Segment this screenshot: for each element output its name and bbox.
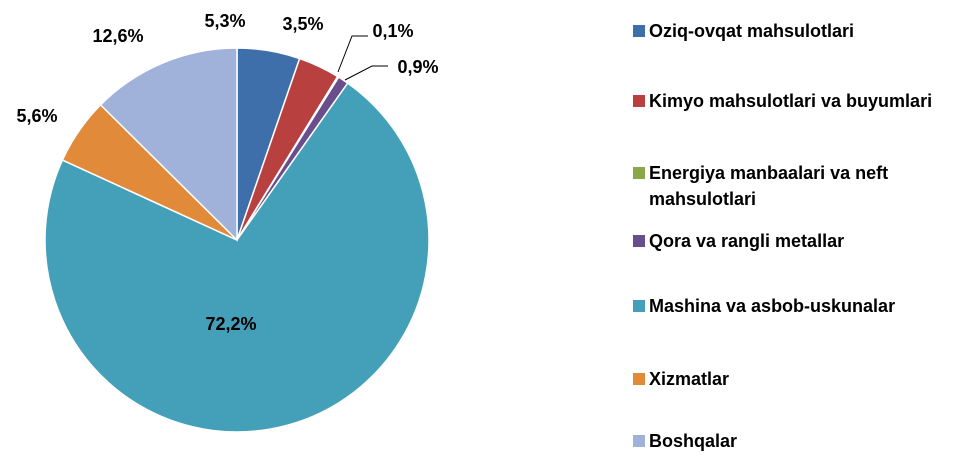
data-label: 72,2% <box>205 314 256 334</box>
data-label: 5,6% <box>16 106 57 126</box>
leader-line <box>344 65 388 81</box>
legend-swatch <box>633 300 645 312</box>
legend-entry: Energiya manbaalari va neft mahsulotlari <box>633 160 973 212</box>
pie-slice <box>99 47 238 242</box>
legend-swatch <box>633 373 645 385</box>
legend-label: Mashina va asbob-uskunalar <box>649 296 896 316</box>
legend-swatch <box>633 167 645 179</box>
data-label: 12,6% <box>92 26 143 46</box>
data-label: 5,3% <box>204 11 245 31</box>
data-label: 0,9% <box>397 57 438 77</box>
chart: 5,3% 3,5% 0,1% 0,9% 72,2% 5,6% 12,6% <box>16 11 439 433</box>
legend-entry: Boshqalar <box>633 428 973 454</box>
legend-label: Boshqalar <box>649 431 738 451</box>
legend-entry: Oziq-ovqat mahsulotlari <box>633 18 973 44</box>
data-label: 0,1% <box>372 21 413 41</box>
legend-label: Oziq-ovqat mahsulotlari <box>649 21 855 41</box>
legend-swatch <box>633 235 645 247</box>
legend-entry: Kimyo mahsulotlari va buyumlari <box>633 88 973 114</box>
legend-label: Kimyo mahsulotlari va buyumlari <box>649 91 933 111</box>
pie-slice <box>44 82 430 433</box>
legend-entry: Xizmatlar <box>633 366 973 392</box>
legend-swatch <box>633 95 645 107</box>
legend-label: Qora va rangli metallar <box>649 231 845 251</box>
legend-swatch <box>633 25 645 37</box>
legend-swatch <box>633 435 645 447</box>
legend-entry: Qora va rangli metallar <box>633 228 973 254</box>
legend-label: Energiya manbaalari va neft mahsulotlari <box>649 163 889 209</box>
data-label: 3,5% <box>282 14 323 34</box>
legend-label: Xizmatlar <box>649 369 730 389</box>
leader-line <box>337 35 368 73</box>
legend-entry: Mashina va asbob-uskunalar <box>633 293 973 319</box>
